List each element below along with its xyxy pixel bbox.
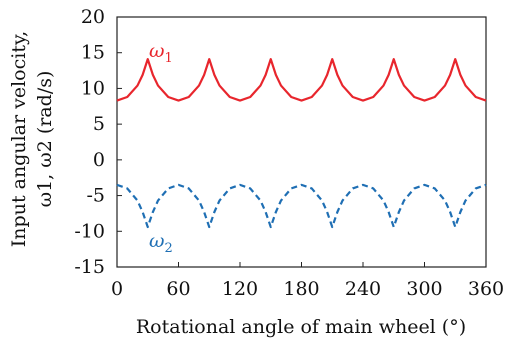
x-axis: 0 60 120 180 240 300 360: [111, 262, 504, 300]
series-label-omega-2: ω2: [149, 230, 173, 256]
y-axis: 20 15 10 5 0 -5 -10 -15: [74, 6, 122, 278]
y-tick-label: -15: [74, 256, 105, 278]
y-axis-label-line-2: ω1, ω2 (rad/s): [34, 71, 56, 208]
x-tick-label: 180: [283, 278, 319, 300]
x-axis-label: Rotational angle of main wheel (°): [136, 316, 466, 338]
y-tick-label: 15: [81, 42, 105, 64]
y-axis-label-line-1: Input angular velocity,: [8, 31, 30, 247]
series-line-omega-1: [116, 58, 487, 102]
y-tick-label: 10: [81, 77, 105, 99]
x-tick-label: 0: [111, 278, 123, 300]
x-tick-label: 360: [468, 278, 504, 300]
y-tick-label: -10: [74, 220, 105, 242]
x-tick-label: 240: [345, 278, 381, 300]
y-tick-label: 5: [93, 113, 105, 135]
y-tick-label: -5: [86, 185, 105, 207]
series-line-omega-2: [116, 183, 487, 229]
x-tick-label: 300: [406, 278, 442, 300]
x-tick-label: 60: [166, 278, 190, 300]
y-axis-label: Input angular velocity, ω1, ω2 (rad/s): [8, 31, 56, 247]
series-label-omega-1: ω1: [149, 40, 173, 66]
series-layer: [116, 58, 487, 229]
x-tick-label: 120: [222, 278, 258, 300]
y-tick-label: 0: [93, 149, 105, 171]
y-tick-label: 20: [81, 6, 105, 28]
